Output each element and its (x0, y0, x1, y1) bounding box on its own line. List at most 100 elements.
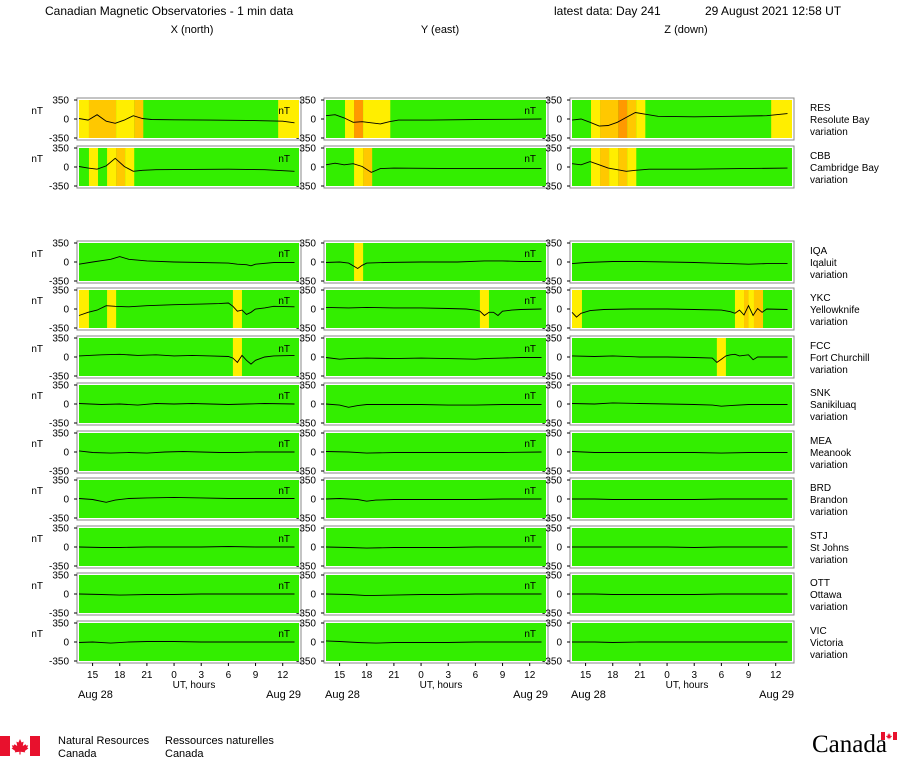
station-code-RES: RES (810, 103, 831, 114)
trace-CBB-1 (325, 162, 542, 173)
ytick-label-BRD-1-1: 0 (310, 495, 316, 506)
ytick-label-OTT-0-0: 350 (52, 571, 69, 582)
activity-band-CBB-2-3 (618, 148, 628, 186)
ytick-label-BRD-2-2: -350 (542, 514, 562, 525)
ytick-label-YKC-0-0: 350 (52, 286, 69, 297)
xlabel-1: UT, hours (420, 680, 463, 691)
xtick-label-0-1: 18 (114, 670, 126, 681)
ytick-label-IQA-1-0: 350 (299, 239, 316, 250)
ytick-label-YKC-2-2: -350 (542, 324, 562, 335)
ylabel-MEA-1: nT (278, 439, 290, 450)
xtick-label-1-3: 0 (418, 670, 424, 681)
ytick-label-FCC-1-0: 350 (299, 334, 316, 345)
ylabel-IQA-1: nT (278, 249, 290, 260)
ylabel-BRD-1: nT (278, 486, 290, 497)
ytick-label-CBB-0-1: 0 (63, 163, 69, 174)
station-suffix-VIC: variation (810, 650, 848, 661)
xtick-label-1-0: 15 (334, 670, 346, 681)
ytick-label-OTT-1-2: -350 (296, 609, 316, 620)
ytick-label-IQA-2-0: 350 (545, 239, 562, 250)
station-suffix-RES: variation (810, 127, 848, 138)
xtick-label-0-5: 6 (226, 670, 232, 681)
ylabel-IQA-0: nT (31, 249, 43, 260)
latest-data-label: latest data: Day 241 (554, 4, 661, 18)
trace-OTT-0 (78, 593, 295, 596)
station-code-STJ: STJ (810, 531, 828, 542)
ytick-label-VIC-1-2: -350 (296, 657, 316, 668)
ytick-label-OTT-0-2: -350 (49, 609, 69, 620)
latest-datetime: 29 August 2021 12:58 UT (705, 4, 842, 18)
ylabel-CBB-2: nT (524, 154, 536, 165)
xtick-label-2-7: 12 (770, 670, 782, 681)
station-name-SNK: Sanikiluaq (810, 400, 856, 411)
ytick-label-VIC-0-0: 350 (52, 619, 69, 630)
ylabel-RES-1: nT (278, 106, 290, 117)
ylabel-BRD-0: nT (31, 486, 43, 497)
trace-BRD-1 (325, 498, 542, 502)
ytick-label-CBB-2-0: 350 (545, 144, 562, 155)
ytick-label-IQA-0-1: 0 (63, 258, 69, 269)
xtick-label-0-2: 21 (141, 670, 153, 681)
ytick-label-FCC-2-0: 350 (545, 334, 562, 345)
trace-CBB-2 (571, 161, 788, 172)
ytick-label-IQA-1-1: 0 (310, 258, 316, 269)
date-end-1: Aug 29 (513, 689, 548, 701)
station-name-RES: Resolute Bay (810, 115, 869, 126)
station-name-FCC: Fort Churchill (810, 353, 869, 364)
ytick-label-VIC-0-1: 0 (63, 638, 69, 649)
xtick-label-0-4: 3 (198, 670, 204, 681)
ytick-label-YKC-0-2: -350 (49, 324, 69, 335)
ylabel-OTT-1: nT (278, 581, 290, 592)
xtick-label-0-6: 9 (253, 670, 259, 681)
ytick-label-CBB-1-0: 350 (299, 144, 316, 155)
canada-wordmark: Canada (812, 731, 887, 758)
ytick-label-FCC-2-1: 0 (556, 353, 562, 364)
activity-band-YKC-2-3 (748, 290, 754, 328)
station-code-VIC: VIC (810, 626, 827, 637)
trace-YKC-0 (78, 302, 295, 316)
ylabel-YKC-2: nT (524, 296, 536, 307)
ylabel-RES-0: nT (31, 106, 43, 117)
trace-IQA-2 (571, 261, 788, 265)
ytick-label-SNK-0-1: 0 (63, 400, 69, 411)
ytick-label-VIC-2-1: 0 (556, 638, 562, 649)
xtick-label-2-5: 6 (719, 670, 725, 681)
ytick-label-MEA-0-2: -350 (49, 467, 69, 478)
ylabel-VIC-0: nT (31, 629, 43, 640)
ytick-label-RES-2-2: -350 (542, 134, 562, 145)
ytick-label-CBB-2-2: -350 (542, 182, 562, 193)
xtick-label-1-6: 9 (500, 670, 506, 681)
activity-band-YKC-0-2 (232, 290, 242, 328)
station-suffix-SNK: variation (810, 412, 848, 423)
ytick-label-BRD-0-0: 350 (52, 476, 69, 487)
ylabel-OTT-0: nT (31, 581, 43, 592)
ytick-label-OTT-2-1: 0 (556, 590, 562, 601)
station-code-FCC: FCC (810, 341, 831, 352)
ytick-label-MEA-0-1: 0 (63, 448, 69, 459)
date-start-0: Aug 28 (78, 689, 113, 701)
trace-FCC-1 (325, 357, 542, 360)
ytick-label-YKC-1-0: 350 (299, 286, 316, 297)
ytick-label-STJ-0-2: -350 (49, 562, 69, 573)
ytick-label-VIC-2-0: 350 (545, 619, 562, 630)
ylabel-MEA-2: nT (524, 439, 536, 450)
station-name-YKC: Yellowknife (810, 305, 860, 316)
ytick-label-IQA-2-2: -350 (542, 277, 562, 288)
activity-band-YKC-0-1 (107, 290, 117, 328)
ytick-label-SNK-2-1: 0 (556, 400, 562, 411)
activity-band-CBB-0-3 (125, 148, 135, 186)
xtick-label-0-0: 15 (87, 670, 99, 681)
trace-STJ-2 (572, 546, 788, 548)
activity-band-CBB-1-0 (354, 148, 364, 186)
date-end-0: Aug 29 (266, 689, 301, 701)
station-code-OTT: OTT (810, 578, 830, 589)
station-name-CBB: Cambridge Bay (810, 163, 879, 174)
ytick-label-IQA-0-0: 350 (52, 239, 69, 250)
panel-bg-MEA-2 (572, 433, 792, 471)
trace-RES-2 (571, 112, 788, 127)
activity-band-CBB-2-4 (627, 148, 637, 186)
ytick-label-SNK-0-0: 350 (52, 381, 69, 392)
ytick-label-OTT-1-0: 350 (299, 571, 316, 582)
ylabel-OTT-2: nT (524, 581, 536, 592)
activity-band-YKC-0-0 (79, 290, 89, 328)
